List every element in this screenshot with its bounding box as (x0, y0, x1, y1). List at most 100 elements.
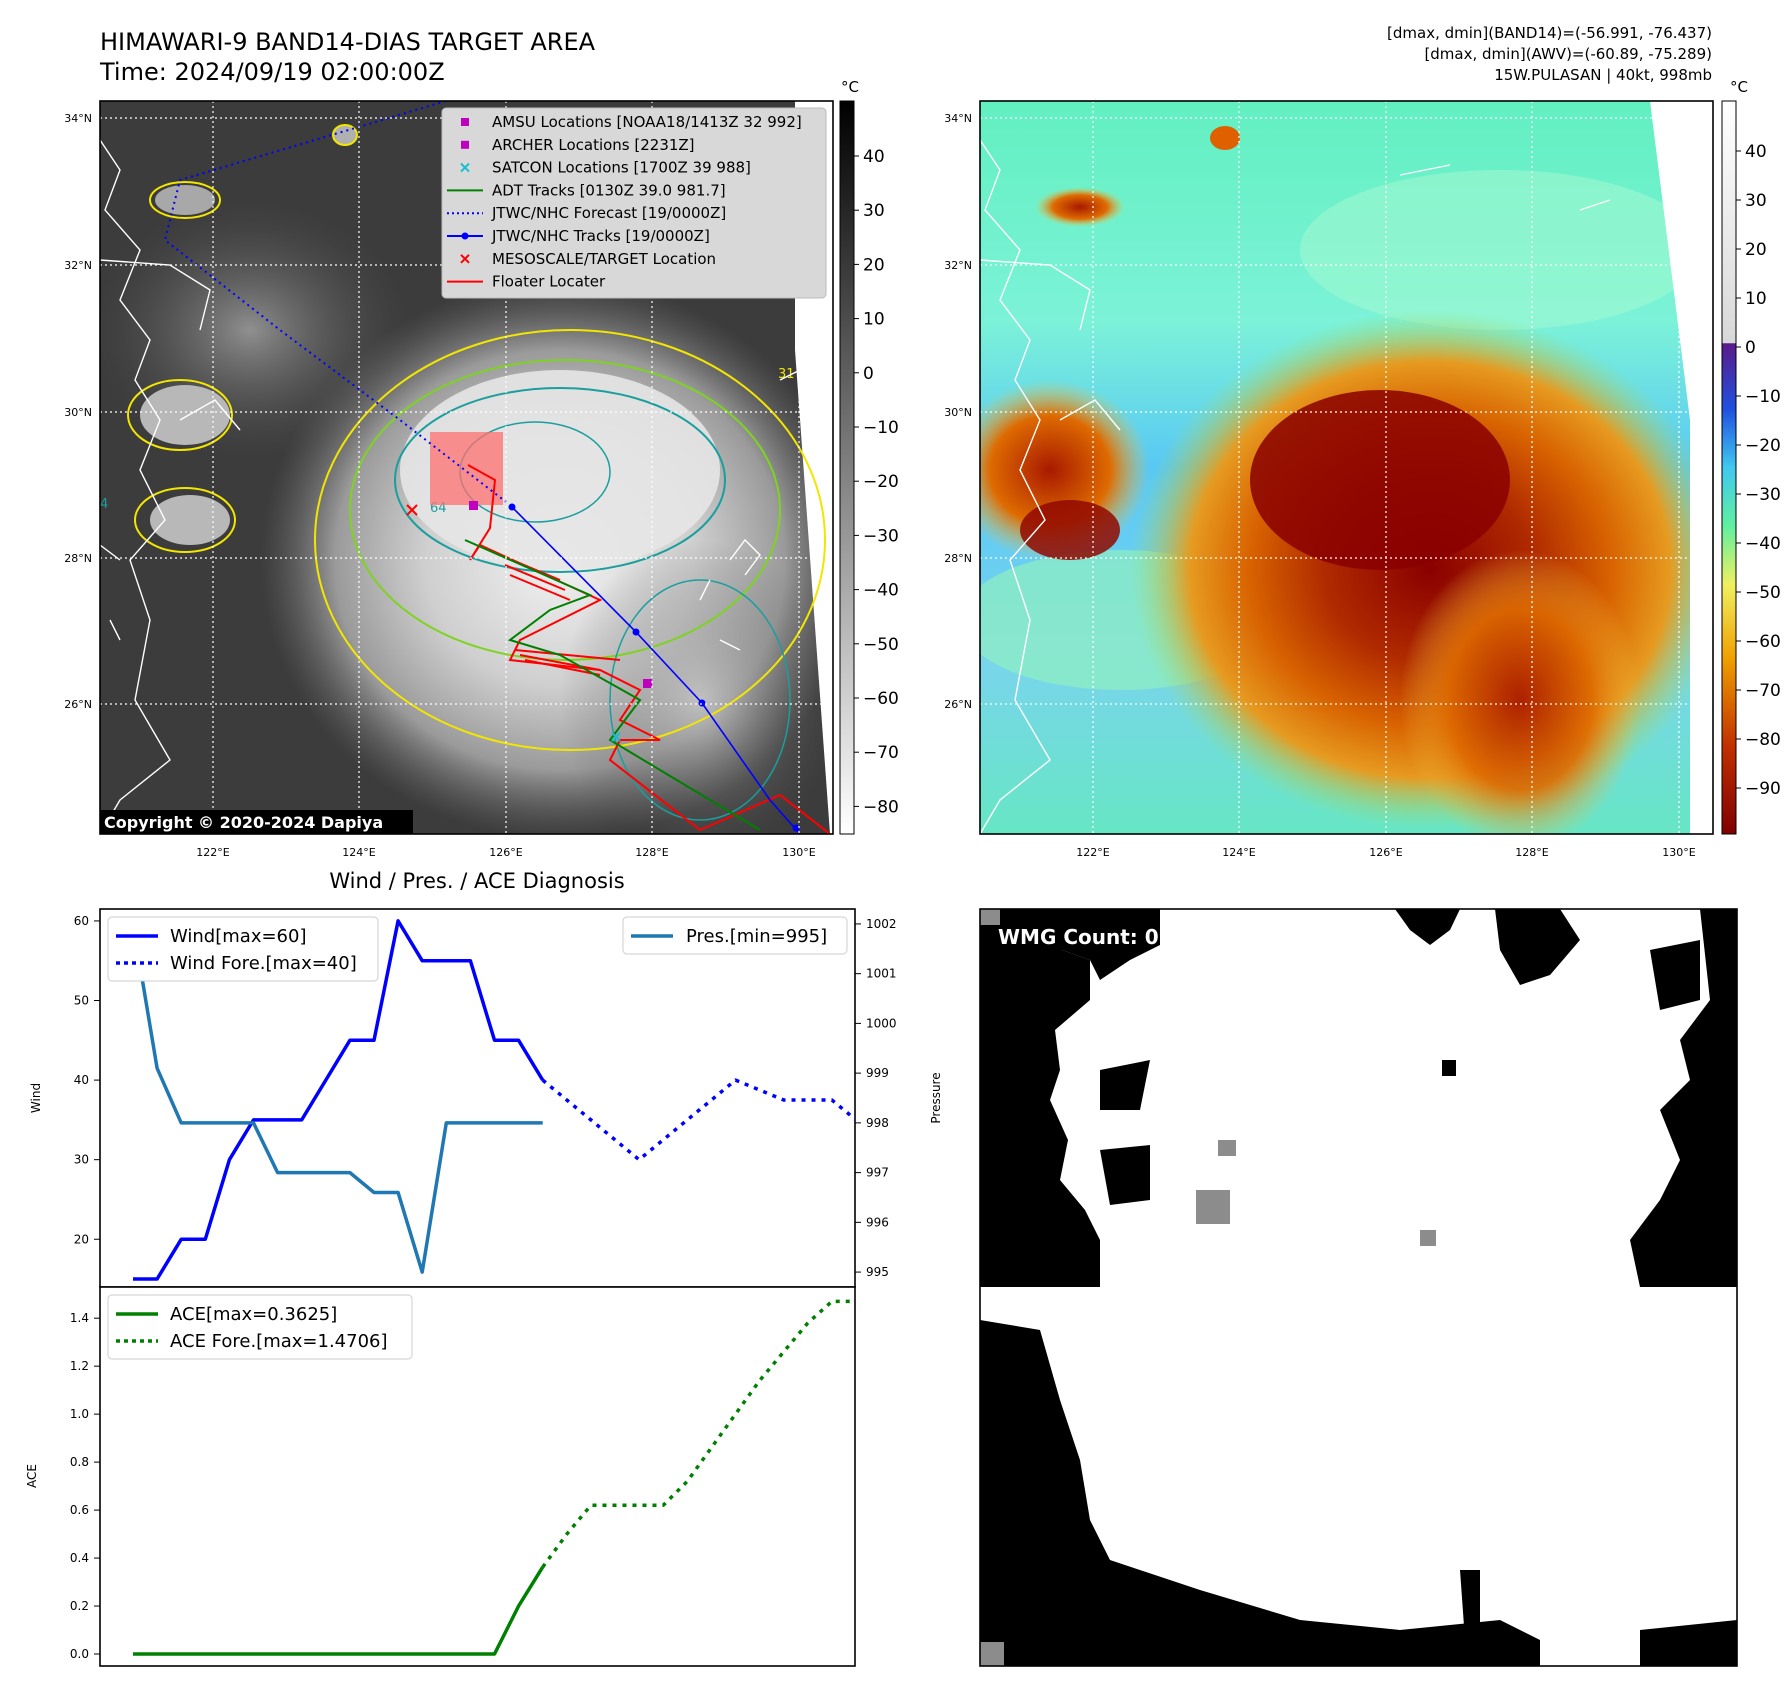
copyright-label: Copyright © 2020-2024 Dapiya (104, 813, 383, 832)
ace-legend: ACE[max=0.3625] ACE Fore.[max=1.4706] (107, 1294, 413, 1360)
awv-colorbar-tick: 30 (1745, 191, 1767, 211)
wmg-count-label: WMG Count: 0 (998, 925, 1159, 949)
pressure-ytick-label: 997 (866, 1166, 889, 1180)
awv-colorbar-tick: −60 (1745, 632, 1781, 652)
ir-colorbar-unit: °C (841, 78, 859, 96)
awv-no-data-wedge (1650, 101, 1713, 834)
awv-colorbar-tick: 20 (1745, 240, 1767, 260)
ir-colorbar-tick: −80 (863, 797, 899, 817)
ir-lat-label: 30°N (64, 406, 92, 419)
wmg-panel: WMG Count: 0 (979, 908, 1738, 1667)
ace-ytick-label: 1.4 (70, 1311, 89, 1325)
awv-lat-label: 34°N (944, 112, 972, 125)
awv-colorbar (1721, 100, 1737, 835)
awv-colorbar-tick: −30 (1745, 485, 1781, 505)
pressure-ytick-label: 1002 (866, 917, 897, 931)
wind-forecast-legend-label: Wind Fore.[max=40] (170, 953, 357, 974)
awv-colorbar-tick: 0 (1745, 338, 1756, 358)
ace-forecast-legend-label: ACE Fore.[max=1.4706] (170, 1331, 388, 1352)
ir-colorbar-tick: −50 (863, 635, 899, 655)
ace-axis-label: ACE (25, 1464, 39, 1488)
wind-ytick-label: 50 (74, 994, 89, 1008)
wmg-frame (979, 908, 1738, 1667)
ir-legend-label: MESOSCALE/TARGET Location (492, 250, 716, 268)
info-storm: 15W.PULASAN | 40kt, 998mb (1494, 66, 1712, 84)
awv-colorbar-tick: −80 (1745, 730, 1781, 750)
awv-lat-label: 28°N (944, 552, 972, 565)
awv-imagery (980, 101, 1713, 834)
pressure-ytick-label: 999 (866, 1066, 889, 1080)
ir-colorbar-tick: −60 (863, 689, 899, 709)
pressure-legend: Pres.[min=995] (622, 916, 848, 955)
awv-map-panel: 34°N 32°N 30°N 28°N 26°N 122°E 124°E 126°E 128°… (944, 78, 1781, 859)
ir-lon-label: 124°E (342, 846, 375, 859)
pressure-line (131, 923, 543, 1274)
ir-legend: AMSU Locations [NOAA18/1413Z 32 992] ARCH… (441, 107, 827, 299)
ace-ytick-label: 1.2 (70, 1359, 89, 1373)
awv-lon-label: 128°E (1515, 846, 1548, 859)
awv-lon-label: 122°E (1076, 846, 1109, 859)
awv-colorbar-tick: 40 (1745, 142, 1767, 162)
ace-ytick-label: 0.8 (70, 1455, 89, 1469)
target-area-box (430, 432, 503, 505)
ir-legend-label: AMSU Locations [NOAA18/1413Z 32 992] (492, 113, 802, 131)
awv-colorbar-tick: −70 (1745, 681, 1781, 701)
ir-lat-label: 26°N (64, 698, 92, 711)
contour-label-4: 4 (100, 497, 108, 512)
ir-lon-label: 128°E (635, 846, 668, 859)
ace-forecast-line (541, 1299, 855, 1569)
awv-lat-label: 30°N (944, 406, 972, 419)
ace-ytick-label: 0.4 (70, 1551, 89, 1565)
awv-colorbar-tick: −10 (1745, 387, 1781, 407)
wind-line (133, 919, 545, 1281)
ace-legend-label: ACE[max=0.3625] (170, 1304, 337, 1325)
ir-lon-label: 130°E (782, 846, 815, 859)
ir-lon-label: 126°E (489, 846, 522, 859)
awv-lon-label: 126°E (1369, 846, 1402, 859)
awv-lon-label: 124°E (1222, 846, 1255, 859)
wind-ytick-label: 30 (74, 1153, 89, 1167)
ir-lat-label: 28°N (64, 552, 92, 565)
awv-lat-label: 26°N (944, 698, 972, 711)
ir-colorbar-tick: 40 (863, 147, 885, 167)
adt-track (464, 539, 761, 831)
info-awv-range: [dmax, dmin](AWV)=(-60.89, -75.289) (1424, 45, 1712, 63)
awv-lat-label: 32°N (944, 259, 972, 272)
ir-colorbar-tick: −30 (863, 526, 899, 546)
ir-legend-label: ARCHER Locations [2231Z] (492, 136, 695, 154)
ir-legend-label: JTWC/NHC Tracks [19/0000Z] (491, 227, 710, 245)
pressure-ytick-label: 1000 (866, 1016, 897, 1030)
ir-colorbar-tick: 20 (863, 255, 885, 275)
ir-colorbar-tick: 30 (863, 201, 885, 221)
awv-colorbar-tick: −90 (1745, 779, 1781, 799)
awv-lon-label: 130°E (1662, 846, 1695, 859)
pressure-ytick-label: 995 (866, 1265, 889, 1279)
ace-line (133, 1566, 545, 1656)
ace-ytick-label: 0.2 (70, 1599, 89, 1613)
wind-legend-label: Wind[max=60] (170, 926, 307, 947)
pressure-ytick-label: 1001 (866, 967, 897, 981)
ir-legend-label: ADT Tracks [0130Z 39.0 981.7] (492, 181, 726, 199)
info-band14-range: [dmax, dmin](BAND14)=(-56.991, -76.437) (1387, 24, 1712, 42)
ir-map-panel: 31 64 4 34°N32°N30°N28°N26° (64, 78, 899, 859)
wind-ytick-label: 60 (74, 914, 89, 928)
pressure-ytick-label: 998 (866, 1116, 889, 1130)
awv-map-frame (979, 100, 1714, 835)
wind-forecast-line (541, 1078, 855, 1162)
awv-colorbar-unit: °C (1730, 78, 1748, 96)
awv-gridlines (980, 101, 1713, 834)
ir-colorbar-tick: 0 (863, 364, 874, 384)
ir-lat-label: 32°N (64, 259, 92, 272)
ir-colorbar-tick: −40 (863, 581, 899, 601)
ace-ytick-label: 0.6 (70, 1503, 89, 1517)
ace-plot: 0.0 0.2 0.4 0.6 0.8 1.0 1.2 1.4 ACE ACE[max=0.3… (25, 1286, 856, 1667)
pressure-axis-label: Pressure (929, 1072, 943, 1123)
ir-legend-label: SATCON Locations [1700Z 39 988] (492, 159, 751, 177)
awv-colorbar-tick: −20 (1745, 436, 1781, 456)
figure-time: Time: 2024/09/19 02:00:00Z (99, 58, 445, 86)
ir-colorbar-tick: −10 (863, 418, 899, 438)
pressure-ytick-label: 996 (866, 1215, 889, 1229)
awv-colorbar-tick: −40 (1745, 534, 1781, 554)
ir-legend-label: Floater Locater (492, 273, 606, 291)
ir-colorbar (839, 100, 855, 835)
